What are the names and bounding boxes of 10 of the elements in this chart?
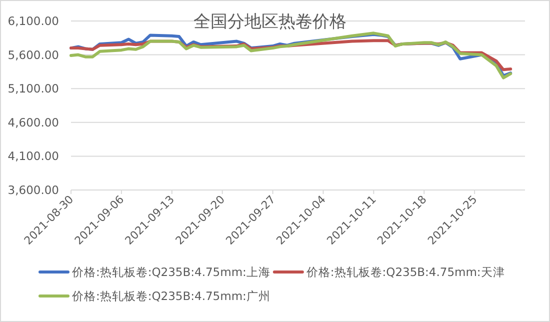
y-tick-label: 5,100.00 — [8, 82, 59, 96]
y-tick-label: 5,600.00 — [8, 48, 59, 62]
legend-label: 价格:热轧板卷:Q235B:4.75mm:广州 — [71, 289, 270, 303]
y-tick-label: 4,100.00 — [8, 149, 59, 164]
y-tick-label: 3,600.00 — [8, 183, 59, 197]
chart-title: 全国分地区热卷价格 — [194, 12, 346, 32]
y-tick-label: 4,600.00 — [8, 115, 59, 130]
legend-label: 价格:热轧板卷:Q235B:4.75mm:上海 — [71, 265, 270, 279]
legend-label: 价格:热轧板卷:Q235B:4.75mm:天津 — [305, 265, 505, 279]
y-tick-label: 6,100.00 — [8, 14, 59, 28]
